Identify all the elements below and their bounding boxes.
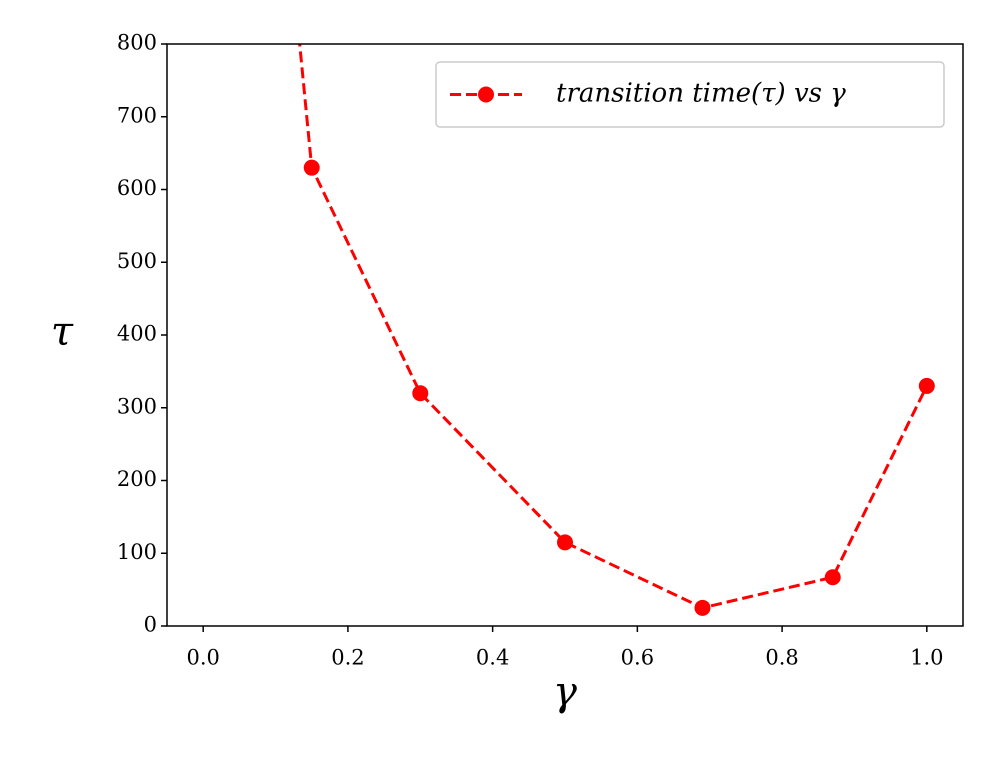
x-tick-label: 0.4 bbox=[476, 646, 509, 670]
data-point bbox=[412, 385, 429, 402]
plot-frame bbox=[166, 43, 964, 627]
legend-marker bbox=[478, 86, 494, 103]
y-axis-label: τ bbox=[51, 309, 74, 355]
legend-label: transition time(τ) vs γ bbox=[556, 79, 846, 109]
legend-box bbox=[435, 61, 945, 128]
x-tick-label: 0.0 bbox=[186, 646, 219, 670]
data-point bbox=[557, 534, 573, 551]
x-axis-label: γ bbox=[553, 669, 577, 715]
data-point bbox=[303, 159, 320, 176]
y-tick-label: 400 bbox=[117, 322, 157, 346]
y-tick-label: 300 bbox=[117, 394, 157, 418]
x-tick-label: 0.6 bbox=[621, 646, 654, 670]
y-tick-label: 500 bbox=[117, 249, 157, 273]
y-tick-label: 200 bbox=[117, 467, 157, 491]
data-point bbox=[694, 599, 711, 616]
data-point bbox=[918, 377, 935, 394]
plot-area bbox=[298, 44, 935, 616]
y-tick-label: 800 bbox=[117, 31, 157, 55]
data-point bbox=[824, 569, 841, 586]
x-tick-label: 1.0 bbox=[910, 646, 943, 670]
y-tick-label: 0 bbox=[144, 613, 157, 637]
x-tick-label: 0.2 bbox=[331, 646, 364, 670]
x-tick-label: 0.8 bbox=[765, 646, 798, 670]
y-tick-label: 100 bbox=[117, 540, 157, 564]
y-tick-label: 600 bbox=[117, 176, 157, 200]
y-tick-label: 700 bbox=[117, 103, 157, 127]
